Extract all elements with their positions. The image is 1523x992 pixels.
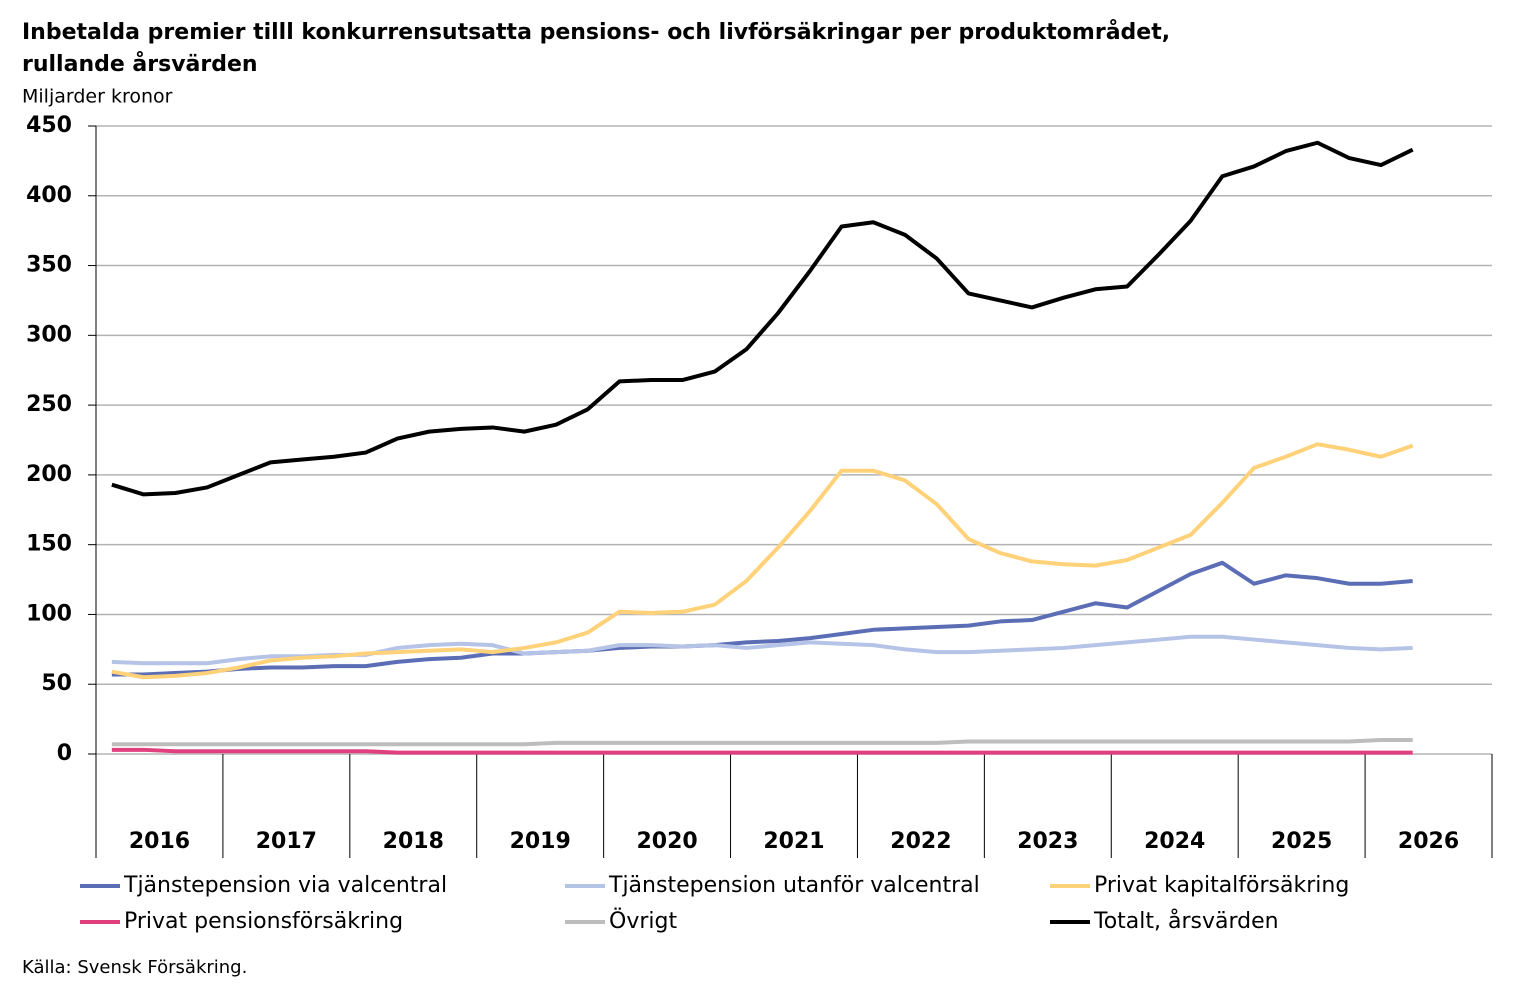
chart-title: Inbetalda premier tilll konkurrensutsatt…	[22, 19, 1170, 77]
x-group-label: 2019	[510, 829, 571, 854]
x-group-label: 2022	[890, 829, 951, 854]
series-line	[111, 747, 1413, 755]
series-line	[111, 560, 1413, 677]
x-group-label: 2024	[1144, 829, 1205, 854]
x-group-label: 2018	[383, 829, 444, 854]
x-group-label: 2026	[1398, 829, 1459, 854]
y-tick-label: 100	[26, 601, 72, 626]
legend-label: Privat kapitalförsäkring	[1094, 873, 1349, 898]
series-line	[111, 140, 1414, 497]
x-group-label: 2020	[636, 829, 697, 854]
y-tick-label: 0	[57, 741, 72, 766]
x-group-label: 2017	[256, 829, 317, 854]
x-group-label: 2021	[763, 829, 824, 854]
source: Källa: Svensk Försäkring.	[22, 957, 247, 978]
legend-label: Övrigt	[609, 908, 677, 934]
y-tick-label: 450	[26, 113, 72, 138]
y-tick-label: 50	[41, 671, 72, 696]
y-tick-label: 400	[26, 183, 72, 208]
legend-label: Tjänstepension utanför valcentral	[608, 873, 980, 898]
y-tick-label: 350	[26, 253, 72, 278]
x-group-label: 2023	[1017, 829, 1078, 854]
y-tick-label: 200	[26, 462, 72, 487]
legend-label: Tjänstepension via valcentral	[123, 873, 447, 898]
series-line	[111, 738, 1413, 747]
y-tick-label: 250	[26, 392, 72, 417]
legend-label: Privat pensionsförsäkring	[124, 909, 403, 934]
x-group-label: 2025	[1271, 829, 1332, 854]
y-tick-label: 300	[26, 322, 72, 347]
legend-label: Totalt, årsvärden	[1093, 908, 1279, 934]
chart-subtitle: Miljarder kronor	[22, 86, 173, 108]
series-line	[111, 442, 1414, 680]
x-group-label: 2016	[129, 829, 190, 854]
y-tick-label: 150	[26, 532, 72, 557]
